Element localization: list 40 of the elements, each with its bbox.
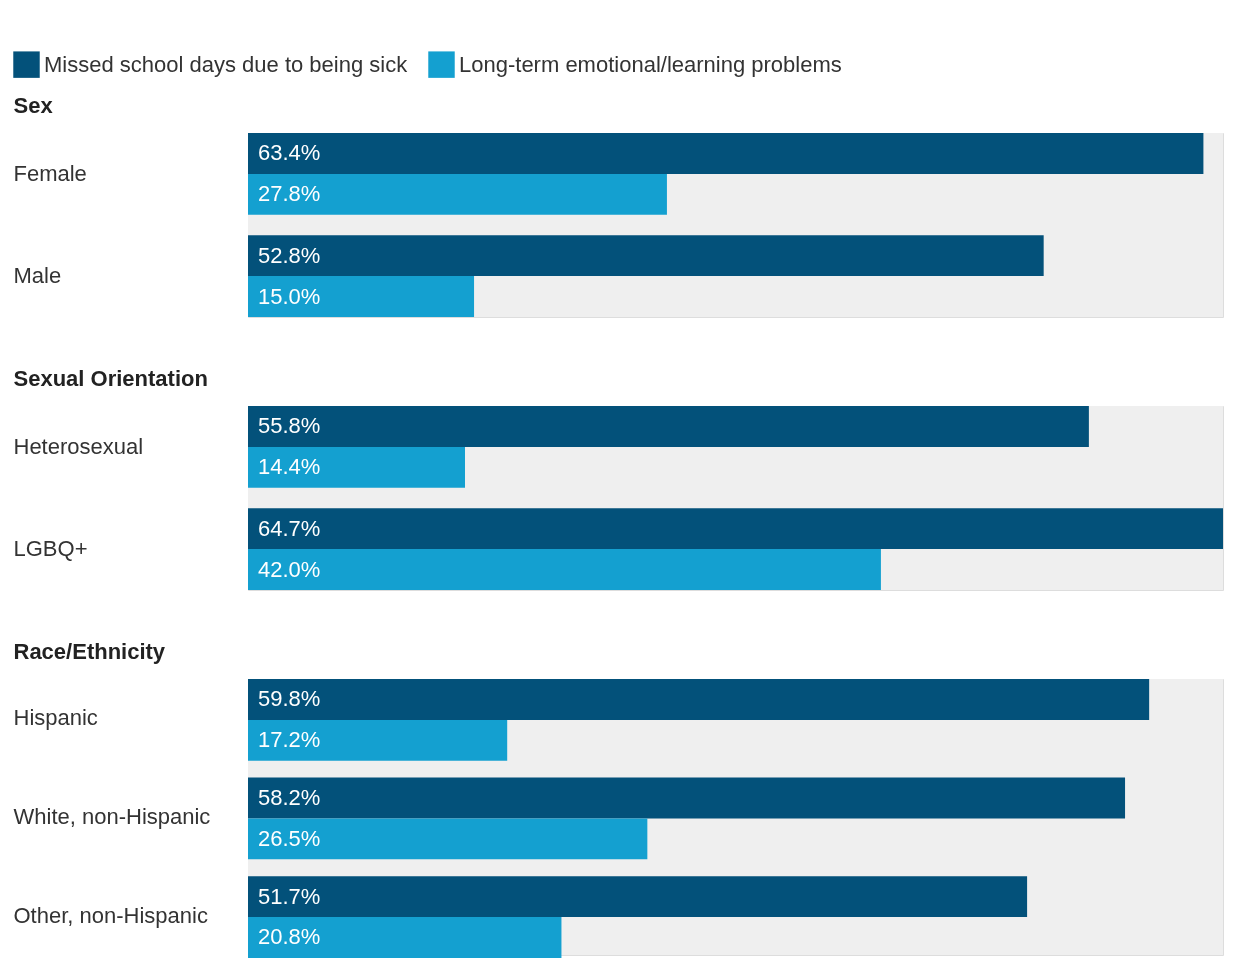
data-label: 64.7% [258,515,321,541]
data-label: 52.8% [258,242,321,268]
bar [248,679,1150,720]
bar [248,818,648,860]
data-label: 58.2% [258,785,321,811]
data-label: 14.4% [258,454,321,480]
y-tick-label: Male [13,263,62,289]
data-label: 55.8% [258,413,321,439]
bar [248,276,475,317]
data-label: 20.8% [258,924,321,950]
bar [248,777,1126,819]
bar [248,235,1044,277]
data-label: 27.8% [258,181,321,207]
y-tick-label: Hispanic [13,705,98,731]
bar [248,917,562,958]
bar [248,406,1089,447]
data-label: 42.0% [258,556,321,582]
data-label: 26.5% [258,825,321,851]
chart-title: Sexual Orientation [13,365,208,391]
bar [248,133,1204,174]
data-label: 17.2% [258,727,321,753]
bar [248,446,465,488]
y-tick-label: Female [13,160,87,186]
data-label: 59.8% [258,686,321,712]
bar [248,549,881,590]
y-tick-label: Other, non-Hispanic [13,902,208,928]
data-label: 63.4% [258,140,321,166]
y-tick-label: LGBQ+ [13,536,88,562]
y-tick-label: Heterosexual [13,433,144,459]
bar [248,876,1028,918]
bar [248,173,667,215]
chart-title: Race/Ethnicity [13,638,166,664]
y-tick-label: White, non-Hispanic [13,804,211,829]
text: Sex [13,92,54,118]
legend-label: Long-term emotional/learning problems [459,51,842,77]
bar [248,508,1223,550]
data-label: 15.0% [258,283,321,309]
data-label: 51.7% [258,883,321,909]
legend-label: Missed school days due to being sick [44,51,409,77]
bar [248,719,508,761]
